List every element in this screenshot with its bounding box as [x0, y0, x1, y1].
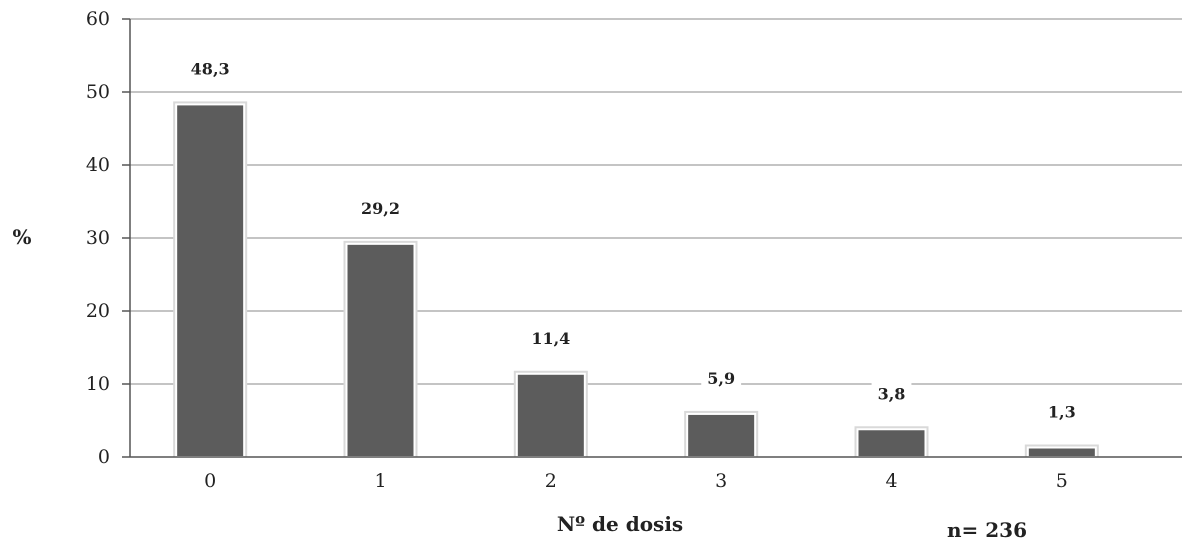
- data-label-background: [184, 57, 236, 81]
- bars: [173, 101, 1099, 459]
- bar: [515, 372, 586, 458]
- data-label: 5,9: [707, 369, 735, 388]
- bar: [175, 103, 246, 458]
- data-label-background: [525, 326, 577, 350]
- y-tick-label: 30: [86, 227, 110, 249]
- x-tick-label: 5: [1056, 470, 1068, 492]
- x-tick-label: 1: [374, 470, 386, 492]
- data-label-background: [701, 366, 742, 390]
- y-tick-label: 10: [86, 373, 110, 395]
- x-tick-labels: 0 1 2 3 4 5: [204, 470, 1068, 492]
- x-tick-label: 0: [204, 470, 216, 492]
- x-tick-label: 2: [545, 470, 557, 492]
- data-label-background: [355, 196, 406, 220]
- y-axis-title: %: [12, 225, 31, 249]
- bar: [1026, 446, 1097, 459]
- y-tick-label: 20: [86, 300, 110, 322]
- y-tick-label: 40: [86, 154, 110, 176]
- data-label: 3,8: [878, 384, 906, 403]
- data-label-background: [871, 382, 912, 406]
- x-tick-label: 3: [715, 470, 727, 492]
- x-tick-label: 4: [885, 470, 897, 492]
- y-tick-labels: 0 10 20 30 40 50 60: [86, 8, 130, 468]
- bar: [345, 242, 416, 458]
- data-label: 11,4: [531, 329, 570, 348]
- data-label-background: [1041, 400, 1082, 424]
- data-label: 29,2: [361, 199, 400, 218]
- sample-size-note: n= 236: [947, 518, 1027, 542]
- y-tick-label: 0: [98, 446, 110, 468]
- bar: [856, 428, 927, 459]
- data-labels: 48,3 29,2 11,4 5,9 3,8 1,3: [184, 57, 1082, 424]
- data-label: 48,3: [191, 59, 230, 78]
- gridlines: [130, 18, 1182, 385]
- data-label: 1,3: [1048, 403, 1076, 422]
- y-tick-label: 60: [86, 8, 110, 30]
- x-axis-title: Nº de dosis: [557, 512, 683, 536]
- y-tick-label: 50: [86, 81, 110, 103]
- bar: [686, 412, 757, 458]
